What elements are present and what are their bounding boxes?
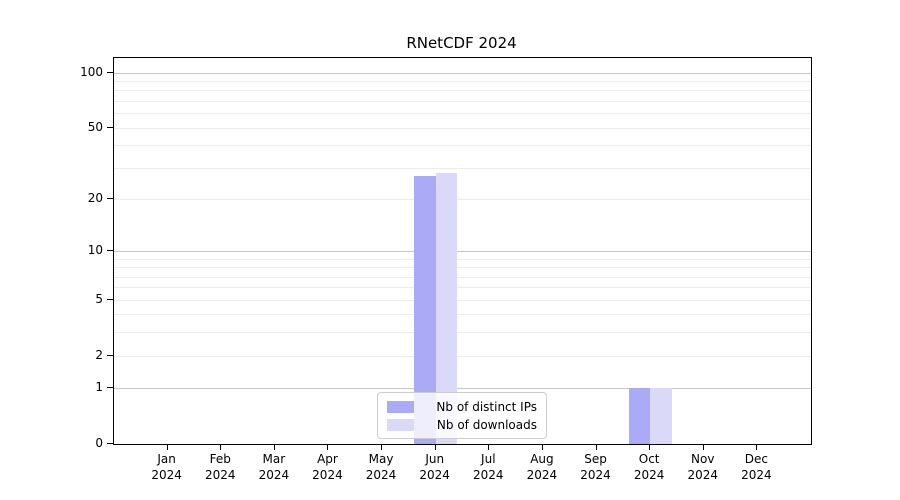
- x-axis-tick: [273, 444, 275, 450]
- x-tick-year: 2024: [312, 468, 343, 482]
- x-axis-tick: [541, 444, 543, 450]
- y-axis-tick: [107, 354, 113, 356]
- chart-title: RNetCDF 2024: [406, 34, 517, 52]
- gridline-minor: [114, 167, 811, 169]
- gridline-minor: [114, 198, 811, 200]
- x-axis-tick-label: Nov 2024: [673, 451, 733, 483]
- x-axis-tick: [220, 444, 222, 450]
- x-axis-tick-label: Jan 2024: [137, 451, 197, 483]
- x-axis-tick: [595, 444, 597, 450]
- legend-entry-distinct-ips: Nb of distinct IPs: [387, 399, 537, 414]
- x-axis-tick: [488, 444, 490, 450]
- bar-downloads: [650, 388, 672, 444]
- gridline-minor: [114, 80, 811, 82]
- legend-swatch-downloads: [387, 418, 414, 431]
- x-tick-year: 2024: [526, 468, 558, 482]
- y-axis-tick: [107, 443, 113, 444]
- x-axis-tick: [434, 444, 436, 450]
- y-axis-tick-label: 5: [95, 291, 103, 306]
- x-tick-month: Jan: [157, 452, 176, 466]
- y-axis-tick-label: 1: [95, 380, 103, 395]
- y-axis-tick: [107, 250, 113, 251]
- x-tick-month: Mar: [262, 452, 286, 466]
- x-tick-year: 2024: [687, 468, 719, 482]
- x-axis-tick: [702, 444, 704, 450]
- x-tick-month: Jun: [425, 452, 445, 466]
- bar-distinct-ips: [628, 388, 651, 444]
- x-tick-month: Sep: [584, 452, 607, 466]
- y-axis-tick-label: 2: [95, 347, 103, 362]
- gridline-major: [114, 251, 811, 252]
- gridline-minor: [114, 314, 811, 316]
- x-axis-tick-label: Mar 2024: [244, 451, 304, 483]
- x-axis-tick: [381, 444, 383, 450]
- x-tick-month: Apr: [317, 452, 338, 466]
- x-axis-tick: [756, 444, 758, 450]
- x-axis-tick-label: Oct 2024: [619, 451, 679, 483]
- gridline-major: [114, 72, 811, 74]
- x-axis-tick: [649, 444, 651, 450]
- x-tick-year: 2024: [741, 468, 772, 482]
- y-axis-tick-label: 0: [95, 436, 103, 450]
- bar-downloads: [435, 172, 458, 444]
- x-axis-tick: [327, 444, 329, 450]
- x-tick-year: 2024: [580, 468, 611, 482]
- x-tick-month: Oct: [638, 452, 660, 466]
- x-axis-tick-label: Jul 2024: [458, 451, 518, 483]
- x-tick-year: 2024: [419, 468, 450, 482]
- y-axis-tick: [107, 387, 113, 389]
- x-axis-tick-label: Dec 2024: [726, 451, 786, 483]
- plot-area: [113, 57, 812, 445]
- y-axis-tick: [107, 197, 113, 199]
- y-axis-tick-label: 20: [87, 190, 103, 205]
- gridline-minor: [114, 258, 811, 260]
- gridline-minor: [114, 332, 811, 334]
- gridline-minor: [114, 267, 811, 269]
- x-tick-year: 2024: [151, 468, 182, 482]
- legend-entry-downloads: Nb of downloads: [387, 417, 537, 432]
- x-axis-tick-label: Sep 2024: [566, 451, 626, 483]
- gridline-minor: [114, 299, 811, 301]
- x-axis-tick-label: Aug 2024: [512, 451, 572, 483]
- y-axis-tick: [107, 126, 113, 128]
- y-axis-tick-label: 10: [87, 243, 103, 257]
- x-tick-year: 2024: [204, 468, 236, 482]
- gridline-major: [114, 388, 811, 390]
- x-tick-year: 2024: [365, 468, 397, 482]
- gridline-minor: [114, 287, 811, 289]
- y-axis-tick: [107, 298, 113, 300]
- y-axis-tick-label: 50: [87, 119, 103, 134]
- gridline-minor: [114, 90, 811, 92]
- x-tick-year: 2024: [473, 468, 504, 482]
- x-tick-year: 2024: [633, 468, 665, 482]
- gridline-minor: [114, 127, 811, 129]
- x-tick-year: 2024: [258, 468, 290, 482]
- gridline-minor: [114, 276, 811, 278]
- x-axis-tick-label: Jun 2024: [405, 451, 465, 483]
- x-tick-month: Jul: [481, 452, 496, 466]
- gridline-minor: [114, 113, 811, 115]
- bar-distinct-ips: [414, 175, 436, 444]
- gridline-minor: [114, 145, 811, 147]
- legend-label-distinct-ips: Nb of distinct IPs: [436, 399, 537, 414]
- x-axis-tick-label: Apr 2024: [297, 451, 357, 483]
- y-axis-tick-label: 100: [80, 64, 103, 79]
- legend-swatch-distinct-ips: [387, 400, 414, 413]
- x-axis-tick-label: Feb 2024: [190, 451, 250, 483]
- legend: Nb of distinct IPs Nb of downloads: [377, 392, 547, 439]
- x-axis-tick: [166, 444, 168, 450]
- gridline-minor: [114, 100, 811, 102]
- x-tick-month: Nov: [691, 452, 715, 466]
- x-tick-month: Feb: [209, 452, 231, 466]
- gridline-minor: [114, 355, 811, 357]
- x-axis-tick-label: May 2024: [351, 451, 411, 483]
- legend-label-downloads: Nb of downloads: [436, 417, 537, 432]
- y-axis-tick: [107, 71, 113, 73]
- x-tick-month: Dec: [744, 452, 768, 466]
- x-tick-month: Aug: [530, 452, 554, 466]
- x-tick-month: May: [368, 452, 394, 466]
